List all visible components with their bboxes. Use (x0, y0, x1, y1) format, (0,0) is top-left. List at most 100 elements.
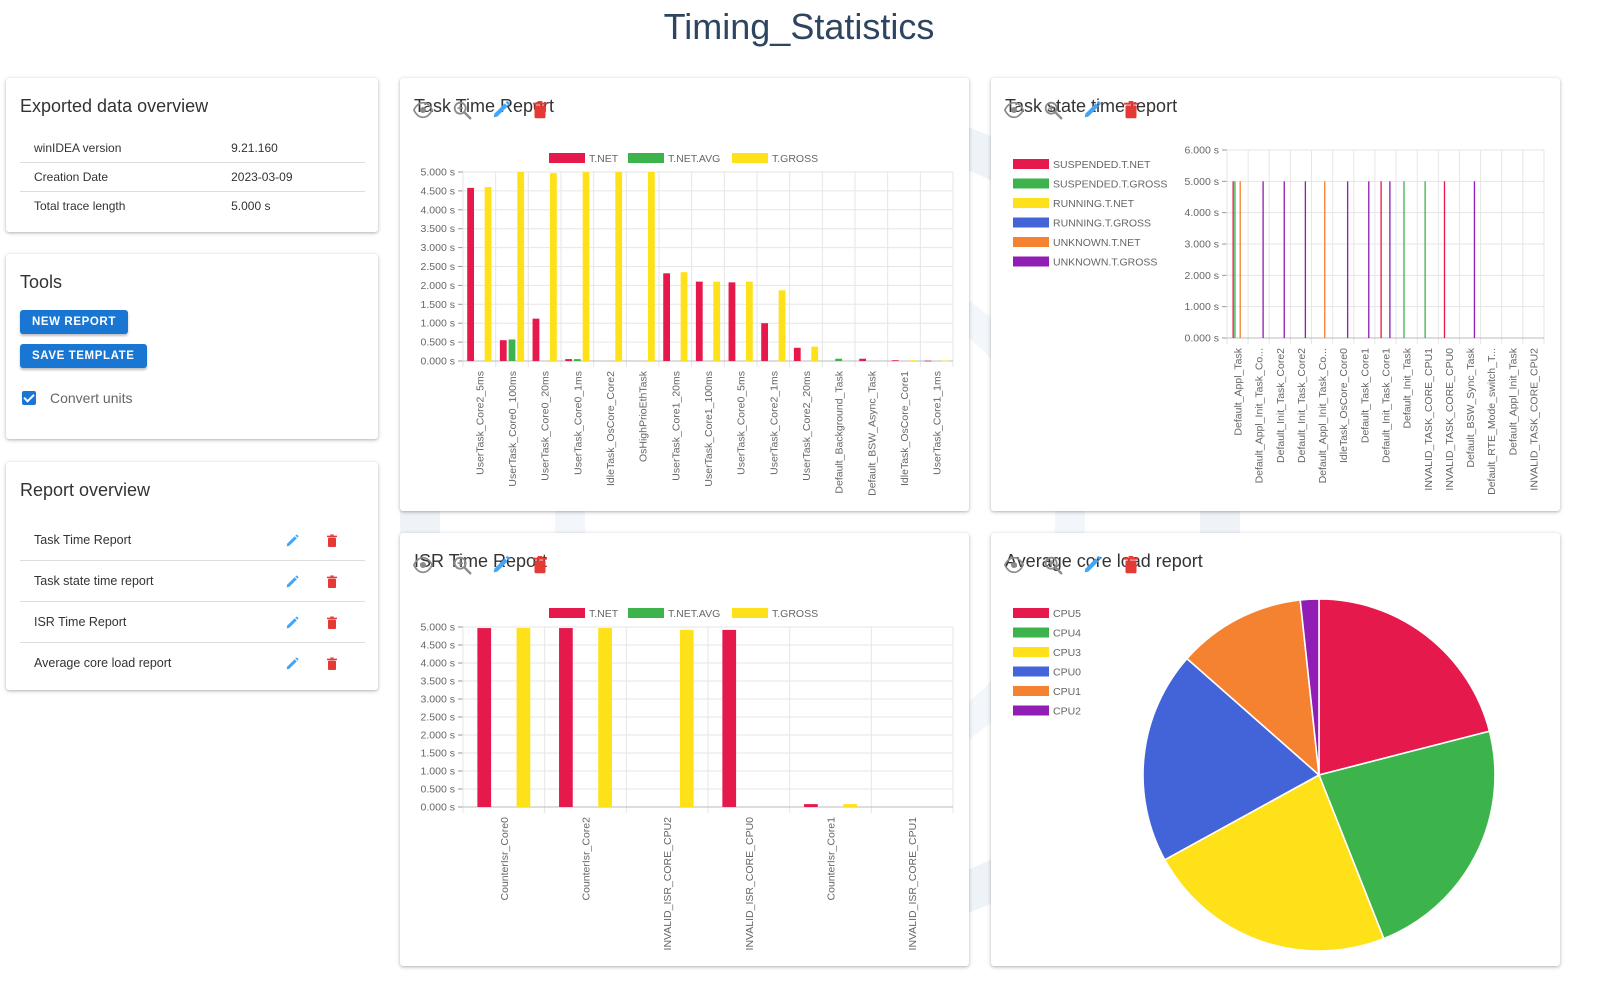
bar[interactable] (559, 628, 573, 807)
bar[interactable] (1389, 181, 1391, 338)
bar[interactable] (1473, 181, 1476, 338)
bar[interactable] (508, 339, 516, 361)
list-item[interactable]: Average core load report (20, 643, 365, 683)
delete-icon[interactable] (529, 554, 551, 576)
delete-icon[interactable] (1120, 554, 1142, 576)
bar[interactable] (565, 359, 573, 361)
list-item[interactable]: Task Time Report (20, 520, 365, 561)
bar[interactable] (1262, 181, 1264, 338)
bar[interactable] (843, 804, 857, 807)
pie-slice[interactable] (1318, 598, 1491, 777)
legend-label[interactable]: UNKNOWN.T.GROSS (1053, 257, 1157, 269)
edit-icon[interactable] (1081, 99, 1103, 121)
legend-label[interactable]: T.GROSS (772, 153, 818, 165)
legend-label[interactable]: CPU0 (1053, 667, 1081, 679)
bar[interactable] (778, 290, 786, 361)
convert-units-checkbox[interactable]: Convert units (22, 388, 132, 408)
bar[interactable] (1380, 181, 1382, 338)
bar[interactable] (1346, 181, 1349, 338)
bar[interactable] (532, 318, 540, 361)
bar[interactable] (679, 629, 694, 807)
legend-label[interactable]: T.GROSS (772, 608, 818, 620)
delete-icon[interactable] (324, 656, 340, 672)
bar[interactable] (713, 281, 721, 361)
bar[interactable] (1424, 181, 1426, 338)
bar[interactable] (909, 360, 917, 362)
new-report-button[interactable]: NEW REPORT (20, 310, 128, 334)
bar[interactable] (573, 359, 581, 361)
legend-label[interactable]: CPU3 (1053, 647, 1081, 659)
bar[interactable] (1324, 181, 1326, 338)
zoom-in-icon[interactable] (451, 99, 473, 121)
legend-label[interactable]: T.NET.AVG (668, 608, 720, 620)
legend-label[interactable]: CPU2 (1053, 706, 1081, 718)
bar[interactable] (728, 282, 736, 361)
legend-label[interactable]: SUSPENDED.T.GROSS (1053, 179, 1167, 191)
edit-icon[interactable] (284, 615, 300, 631)
save-template-button[interactable]: SAVE TEMPLATE (20, 344, 147, 368)
edit-icon[interactable] (490, 99, 512, 121)
bar[interactable] (1234, 181, 1236, 338)
list-item[interactable]: Task state time report (20, 561, 365, 602)
edit-icon[interactable] (1081, 554, 1103, 576)
delete-icon[interactable] (324, 574, 340, 590)
bar[interactable] (695, 281, 703, 361)
bar[interactable] (549, 173, 557, 361)
bar[interactable] (477, 628, 492, 807)
bar[interactable] (835, 358, 843, 361)
bar[interactable] (598, 628, 612, 807)
visibility-icon[interactable] (1003, 554, 1025, 576)
bar[interactable] (647, 172, 655, 361)
bar[interactable] (1304, 181, 1307, 338)
bar[interactable] (1443, 181, 1446, 338)
zoom-in-icon[interactable] (1042, 554, 1064, 576)
edit-icon[interactable] (284, 574, 300, 590)
edit-icon[interactable] (284, 656, 300, 672)
bar[interactable] (615, 172, 623, 361)
bar[interactable] (516, 628, 531, 807)
bar[interactable] (722, 629, 737, 807)
legend-label[interactable]: CPU4 (1053, 628, 1081, 640)
legend-label[interactable]: SUSPENDED.T.NET (1053, 159, 1151, 171)
edit-icon[interactable] (490, 554, 512, 576)
bar[interactable] (1368, 181, 1370, 338)
bar[interactable] (811, 346, 819, 361)
bar[interactable] (804, 804, 818, 807)
legend-label[interactable]: T.NET (589, 608, 619, 620)
bar[interactable] (663, 273, 671, 361)
bar[interactable] (941, 360, 949, 362)
bar[interactable] (793, 347, 801, 361)
legend-label[interactable]: T.NET (589, 153, 619, 165)
visibility-icon[interactable] (412, 554, 434, 576)
bar[interactable] (467, 187, 475, 361)
bar[interactable] (484, 187, 492, 361)
delete-icon[interactable] (1120, 99, 1142, 121)
bar[interactable] (680, 272, 688, 361)
pie-slice[interactable] (1317, 730, 1496, 940)
delete-icon[interactable] (529, 99, 551, 121)
edit-icon[interactable] (284, 533, 300, 549)
list-item[interactable]: ISR Time Report (20, 602, 365, 643)
legend-label[interactable]: CPU5 (1053, 608, 1081, 620)
bar[interactable] (582, 172, 590, 361)
zoom-in-icon[interactable] (1042, 99, 1064, 121)
bar[interactable] (891, 360, 899, 362)
bar[interactable] (499, 340, 507, 361)
bar[interactable] (761, 323, 769, 361)
bar[interactable] (859, 358, 867, 361)
checkbox-checked-icon[interactable] (22, 391, 36, 405)
legend-label[interactable]: UNKNOWN.T.NET (1053, 237, 1141, 249)
visibility-icon[interactable] (1003, 99, 1025, 121)
zoom-in-icon[interactable] (451, 554, 473, 576)
bar[interactable] (1283, 181, 1285, 338)
delete-icon[interactable] (324, 533, 340, 549)
delete-icon[interactable] (324, 615, 340, 631)
bar[interactable] (1403, 181, 1405, 338)
bar[interactable] (1232, 181, 1234, 338)
pie-slice[interactable] (1163, 773, 1385, 952)
bar[interactable] (745, 281, 753, 361)
pie-slice[interactable] (1142, 657, 1321, 861)
legend-label[interactable]: RUNNING.T.GROSS (1053, 218, 1151, 230)
legend-label[interactable]: RUNNING.T.NET (1053, 198, 1135, 210)
visibility-icon[interactable] (412, 99, 434, 121)
